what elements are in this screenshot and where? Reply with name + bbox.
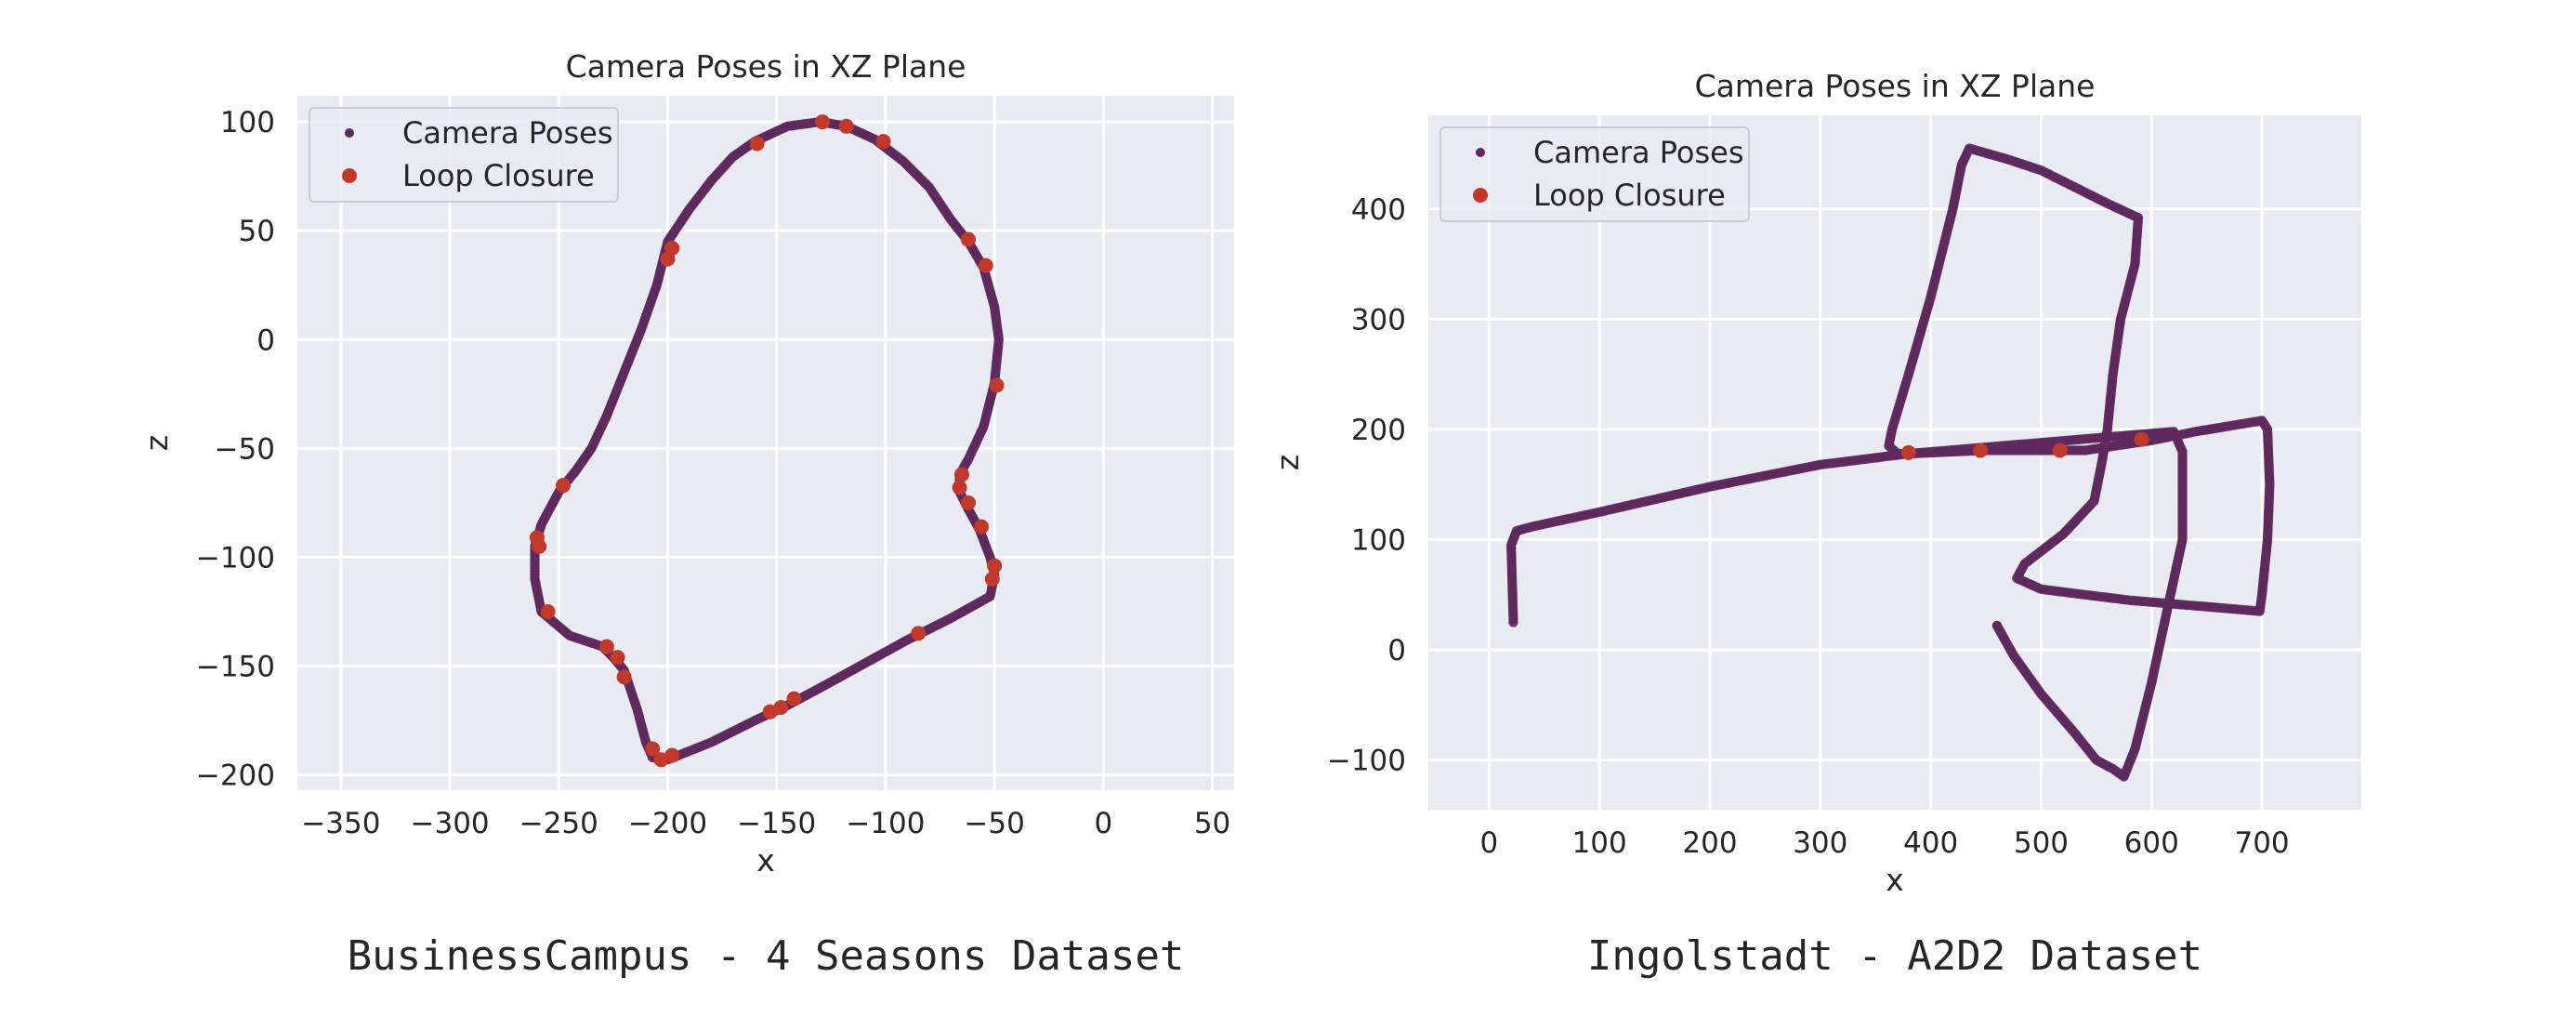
y-tick-labels: −100 0 100 200 300 400: [1327, 193, 1406, 778]
x-axis-label: x: [756, 842, 775, 878]
legend-marker-camera-poses: [1476, 148, 1485, 157]
loop-closure-point: [978, 258, 993, 273]
legend-label-camera-poses: Camera Poses: [402, 115, 613, 151]
loop-closure-point: [911, 626, 927, 641]
x-tick-label: 400: [1903, 826, 1958, 860]
loop-closure-point: [664, 747, 680, 763]
right-subplot: 0 100 200 300 400 500 600 700 −100 0 100 200 300 400…: [1269, 68, 2361, 980]
loop-closure-point: [1973, 442, 1989, 458]
y-tick-label: 0: [256, 324, 275, 357]
loop-closure-point: [984, 571, 1000, 587]
y-tick-label: 0: [1387, 634, 1406, 667]
x-tick-label: −100: [846, 807, 925, 840]
loop-closure-point: [2052, 442, 2068, 458]
dataset-caption: Ingolstadt - A2D2 Dataset: [1587, 932, 2202, 980]
legend: Camera Poses Loop Closure: [1439, 126, 1750, 222]
legend-label-loop-closure: Loop Closure: [402, 158, 595, 193]
loop-closure-point: [961, 231, 977, 247]
loop-closure-point: [952, 480, 967, 495]
loop-closure-point: [610, 650, 625, 666]
legend-marker-loop-closure: [342, 168, 357, 183]
y-tick-label: 50: [239, 215, 275, 248]
data-marks: [1505, 143, 2275, 782]
legend-label-loop-closure: Loop Closure: [1533, 178, 1726, 213]
legend: Camera Poses Loop Closure: [309, 107, 619, 203]
y-tick-label: 300: [1351, 303, 1406, 337]
x-tick-label: 500: [2014, 826, 2069, 860]
x-tick-label: −350: [301, 807, 380, 840]
loop-closure-point: [2134, 431, 2149, 447]
loop-closure-point: [762, 704, 778, 720]
loop-closure-point: [814, 114, 830, 130]
loop-closure-point: [555, 478, 571, 494]
loop-closure-point: [838, 118, 854, 134]
x-tick-label: 700: [2234, 826, 2289, 860]
loop-closure-point: [532, 538, 547, 554]
y-tick-label: −50: [215, 432, 275, 466]
y-axis-label: z: [1269, 455, 1306, 470]
y-tick-label: −100: [1327, 745, 1406, 778]
loop-closure-points: [1900, 431, 2149, 460]
x-axis-label: x: [1886, 862, 1904, 898]
x-tick-label: 300: [1793, 826, 1847, 860]
plot-area: [1428, 115, 2361, 810]
y-axis-label: z: [138, 435, 175, 451]
y-tick-label: −150: [196, 651, 275, 684]
legend-marker-loop-closure: [1473, 188, 1488, 203]
loop-closure-point: [1900, 444, 1916, 460]
x-tick-label: 0: [1479, 826, 1498, 860]
loop-closure-point: [749, 136, 765, 152]
y-tick-label: −200: [196, 759, 275, 793]
loop-closure-point: [875, 134, 891, 150]
legend-box: [309, 107, 619, 203]
y-tick-labels: −200 −150 −100 −50 0 50 100: [196, 106, 275, 793]
x-tick-label: −300: [411, 807, 490, 840]
y-tick-label: 100: [1351, 524, 1406, 558]
dataset-caption: BusinessCampus - 4 Seasons Dataset: [348, 932, 1185, 980]
y-tick-label: 400: [1351, 193, 1406, 227]
x-tick-label: 600: [2124, 826, 2179, 860]
x-tick-label: 200: [1682, 826, 1737, 860]
loop-closure-point: [645, 741, 661, 757]
loop-closure-points: [529, 114, 1005, 768]
x-tick-labels: −350 −300 −250 −200 −150 −100 −50 0 50: [301, 807, 1230, 840]
plot-area: [297, 96, 1234, 790]
x-tick-label: 0: [1094, 807, 1112, 840]
gridlines: [297, 96, 1234, 790]
left-subplot: −350 −300 −250 −200 −150 −100 −50 0 50 −200−150−…: [138, 48, 1234, 980]
y-tick-label: 200: [1351, 414, 1406, 447]
x-tick-label: 50: [1194, 807, 1230, 840]
loop-closure-point: [953, 467, 969, 482]
loop-closure-point: [786, 691, 802, 706]
loop-closure-point: [974, 519, 990, 535]
loop-closure-point: [961, 495, 977, 510]
loop-closure-point: [616, 669, 632, 685]
data-marks: [529, 114, 1005, 768]
loop-closure-point: [660, 251, 676, 267]
chart-title: Camera Poses in XZ Plane: [566, 48, 966, 85]
chart-title: Camera Poses in XZ Plane: [1695, 68, 2096, 104]
x-tick-labels: 0 100 200 300 400 500 600 700: [1479, 826, 2289, 860]
y-tick-label: −100: [196, 541, 275, 574]
x-tick-label: −50: [964, 807, 1024, 840]
x-tick-label: −200: [628, 807, 707, 840]
x-tick-label: −150: [737, 807, 816, 840]
camera-pose-point: [1991, 620, 2003, 631]
loop-closure-point: [987, 558, 1003, 574]
loop-closure-point: [989, 377, 1005, 393]
legend-label-camera-poses: Camera Poses: [1533, 135, 1744, 170]
legend-marker-camera-poses: [345, 128, 354, 138]
y-tick-label: 100: [220, 106, 275, 139]
loop-closure-point: [540, 603, 556, 619]
legend-box: [1439, 126, 1750, 222]
x-tick-label: −250: [519, 807, 598, 840]
loop-closure-point: [598, 639, 614, 654]
x-tick-label: 100: [1572, 826, 1627, 860]
